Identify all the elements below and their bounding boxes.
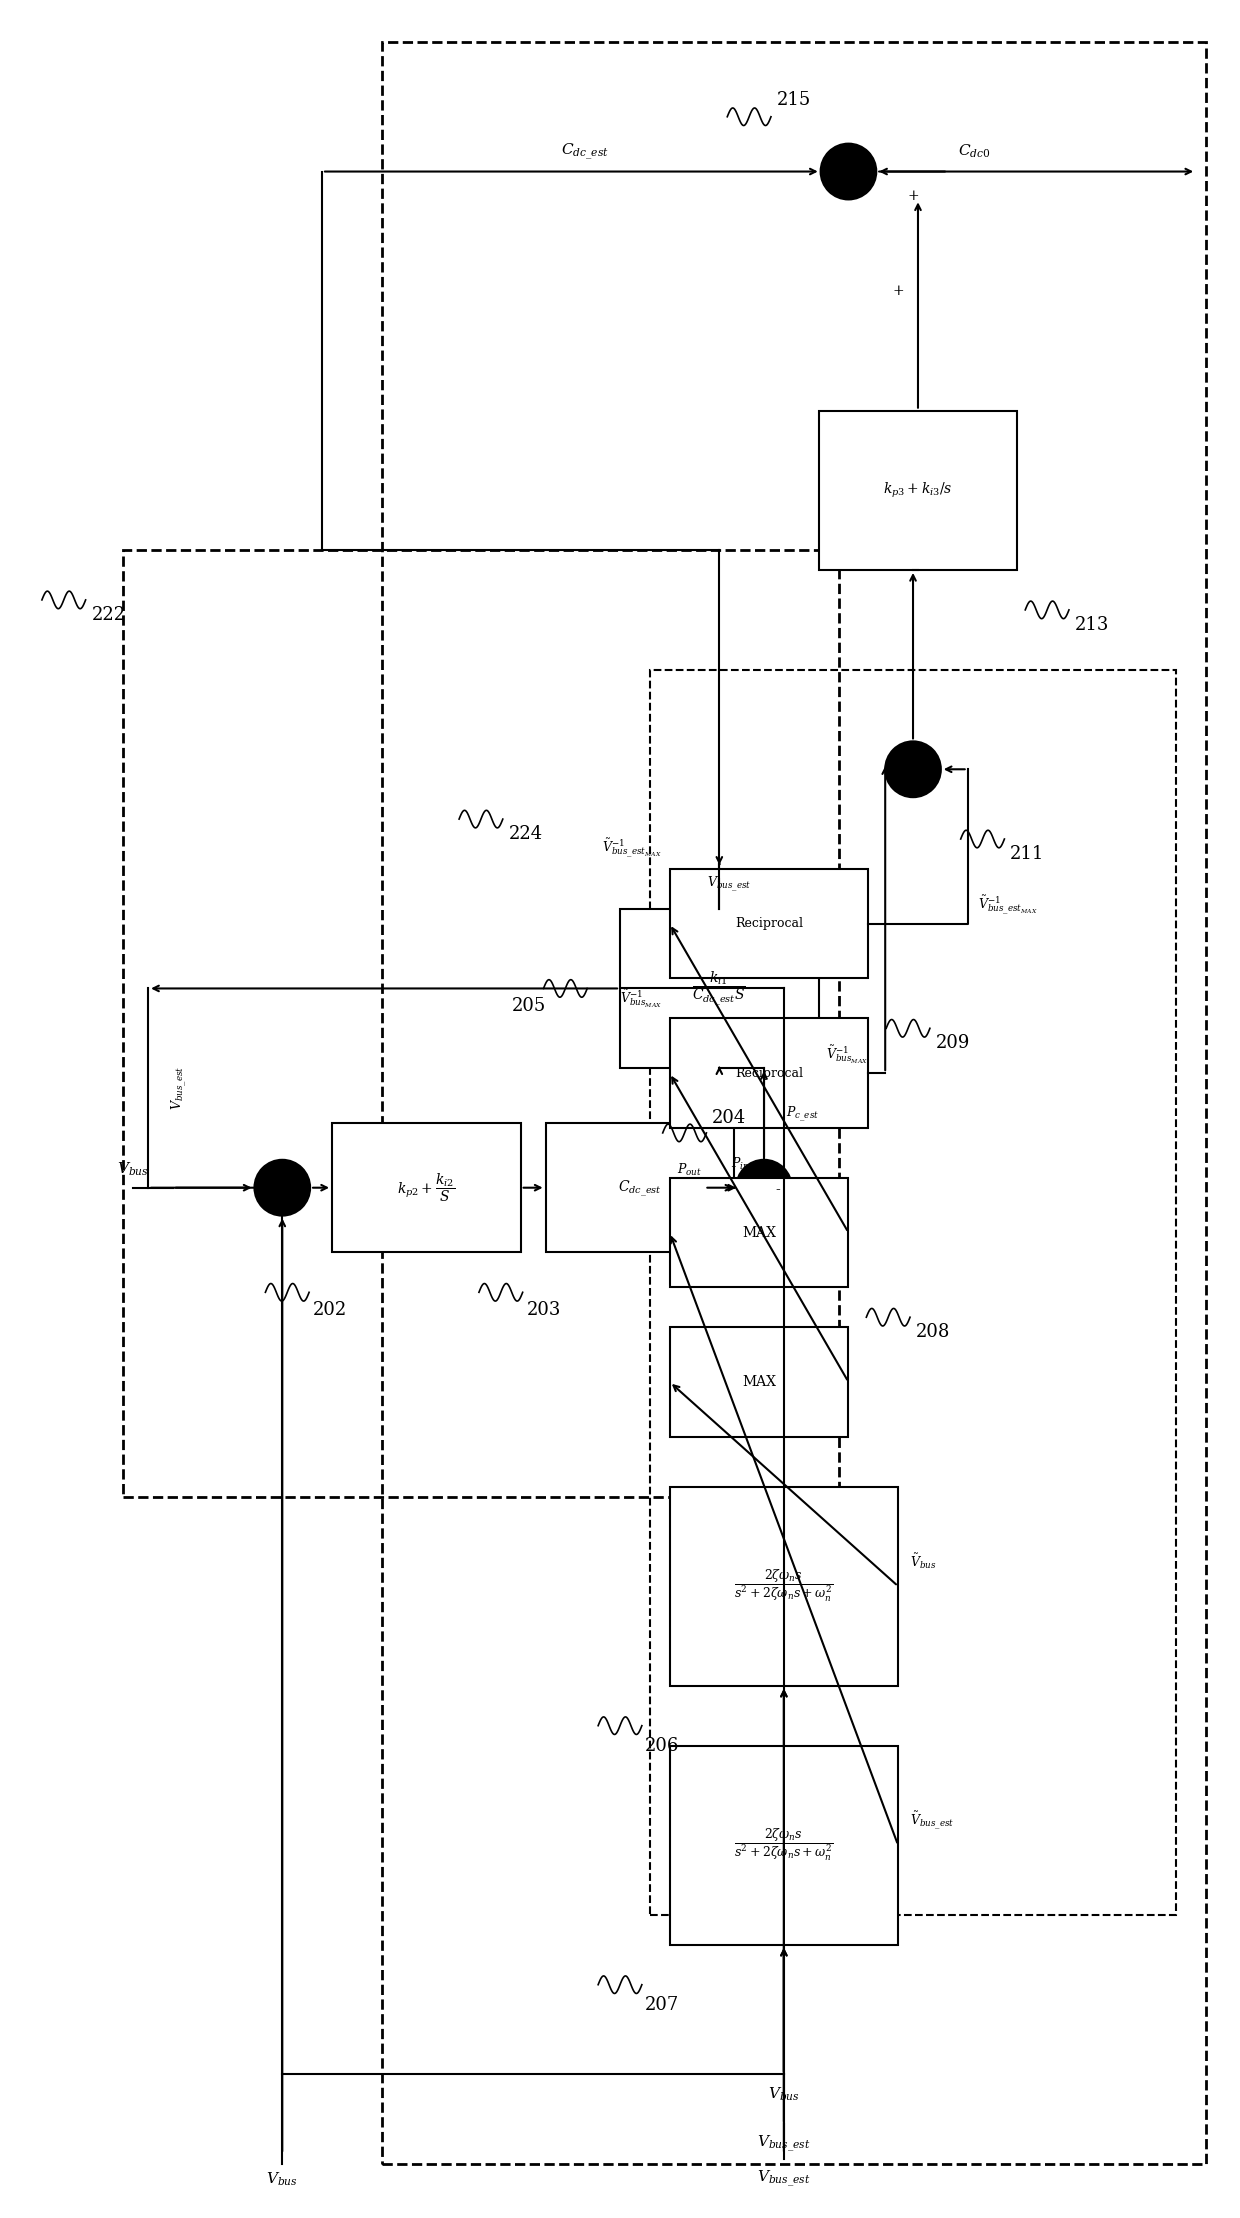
Text: $C_{dc0}$: $C_{dc0}$ bbox=[957, 142, 991, 160]
Text: $V_{bus}$: $V_{bus}$ bbox=[267, 2169, 298, 2187]
Bar bbox=[546, 1122, 734, 1253]
Circle shape bbox=[885, 741, 941, 796]
Text: MAX: MAX bbox=[742, 1227, 776, 1240]
Text: $\dfrac{k_{i1}}{C_{dc\_est}S}$: $\dfrac{k_{i1}}{C_{dc\_est}S}$ bbox=[692, 969, 746, 1007]
Text: $V_{bus\_est}$: $V_{bus\_est}$ bbox=[707, 874, 751, 894]
Text: 215: 215 bbox=[776, 91, 811, 109]
Text: $k_{p3}+k_{i3}/s$: $k_{p3}+k_{i3}/s$ bbox=[883, 481, 952, 499]
Text: 205: 205 bbox=[511, 998, 546, 1016]
Text: +: + bbox=[748, 1167, 760, 1180]
Text: $\tilde{V}_{bus\_est_{MAX}}^{-1}$: $\tilde{V}_{bus\_est_{MAX}}^{-1}$ bbox=[977, 894, 1038, 918]
Bar bbox=[670, 1326, 848, 1437]
Bar bbox=[670, 1486, 898, 1686]
Text: $V_{bus\_est}$: $V_{bus\_est}$ bbox=[170, 1067, 190, 1111]
Bar bbox=[670, 1018, 868, 1129]
Text: +: + bbox=[893, 284, 904, 297]
Text: 207: 207 bbox=[645, 1996, 678, 2014]
Bar bbox=[670, 1746, 898, 1945]
Text: $P_{in\_est}$: $P_{in\_est}$ bbox=[730, 1156, 768, 1176]
Bar bbox=[818, 410, 1017, 570]
Text: $V_{bus\_est}$: $V_{bus\_est}$ bbox=[758, 2134, 811, 2154]
Text: +: + bbox=[895, 747, 906, 763]
Text: +: + bbox=[274, 1169, 285, 1182]
Text: $\tilde{V}_{bus_{MAX}}^{-1}$: $\tilde{V}_{bus_{MAX}}^{-1}$ bbox=[826, 1045, 868, 1067]
Text: $\tilde{V}_{bus}$: $\tilde{V}_{bus}$ bbox=[910, 1553, 936, 1570]
Text: MAX: MAX bbox=[742, 1375, 776, 1388]
Bar bbox=[620, 909, 818, 1069]
Text: Reciprocal: Reciprocal bbox=[735, 918, 804, 929]
Bar bbox=[670, 869, 868, 978]
Text: 209: 209 bbox=[935, 1034, 970, 1051]
Bar bbox=[332, 1122, 521, 1253]
Text: 224: 224 bbox=[508, 825, 543, 843]
Bar bbox=[670, 1178, 848, 1286]
Circle shape bbox=[737, 1160, 792, 1215]
Text: $V_{bus}$: $V_{bus}$ bbox=[118, 1160, 149, 1178]
Text: $V_{bus\_est}$: $V_{bus\_est}$ bbox=[758, 2169, 811, 2189]
Text: -: - bbox=[929, 765, 934, 779]
Text: 213: 213 bbox=[1075, 617, 1109, 634]
Text: $\dfrac{2\zeta\omega_n s}{s^2+2\zeta\omega_n s+\omega_n^2}$: $\dfrac{2\zeta\omega_n s}{s^2+2\zeta\ome… bbox=[734, 1568, 833, 1604]
Text: +: + bbox=[841, 182, 852, 197]
Text: $k_{p2}+\dfrac{k_{i2}}{S}$: $k_{p2}+\dfrac{k_{i2}}{S}$ bbox=[397, 1171, 455, 1204]
Bar bbox=[382, 42, 1207, 2165]
Text: +: + bbox=[831, 151, 842, 164]
Text: 206: 206 bbox=[645, 1737, 680, 1754]
Text: 202: 202 bbox=[312, 1302, 347, 1320]
Text: -: - bbox=[775, 1182, 780, 1198]
Text: Reciprocal: Reciprocal bbox=[735, 1067, 804, 1080]
Text: $C_{dc\_est}$: $C_{dc\_est}$ bbox=[562, 142, 609, 162]
Text: 204: 204 bbox=[712, 1109, 746, 1127]
Text: $\tilde{V}_{bus\_est}$: $\tilde{V}_{bus\_est}$ bbox=[910, 1810, 955, 1832]
Text: 211: 211 bbox=[1011, 845, 1044, 863]
Text: +: + bbox=[908, 189, 919, 204]
Circle shape bbox=[821, 144, 877, 200]
Text: 208: 208 bbox=[915, 1324, 950, 1342]
Text: $V_{bus}$: $V_{bus}$ bbox=[768, 2085, 800, 2103]
Text: $\dfrac{2\zeta\omega_n s}{s^2+2\zeta\omega_n s+\omega_n^2}$: $\dfrac{2\zeta\omega_n s}{s^2+2\zeta\ome… bbox=[734, 1828, 833, 1863]
Bar bbox=[650, 670, 1177, 1914]
Text: $\tilde{V}_{bus_{MAX}}^{-1}$: $\tilde{V}_{bus_{MAX}}^{-1}$ bbox=[620, 987, 662, 1009]
Text: $C_{dc\_est}$: $C_{dc\_est}$ bbox=[618, 1178, 662, 1198]
Text: $P_{c\_est}$: $P_{c\_est}$ bbox=[786, 1105, 818, 1125]
Circle shape bbox=[254, 1160, 310, 1215]
Text: 203: 203 bbox=[526, 1302, 560, 1320]
Bar bbox=[123, 550, 838, 1497]
Text: 222: 222 bbox=[92, 606, 125, 623]
Text: -: - bbox=[298, 1182, 303, 1198]
Text: $P_{out}$: $P_{out}$ bbox=[677, 1162, 702, 1178]
Text: $\tilde{V}_{bus\_est_{MAX}}^{-1}$: $\tilde{V}_{bus\_est_{MAX}}^{-1}$ bbox=[603, 836, 662, 861]
